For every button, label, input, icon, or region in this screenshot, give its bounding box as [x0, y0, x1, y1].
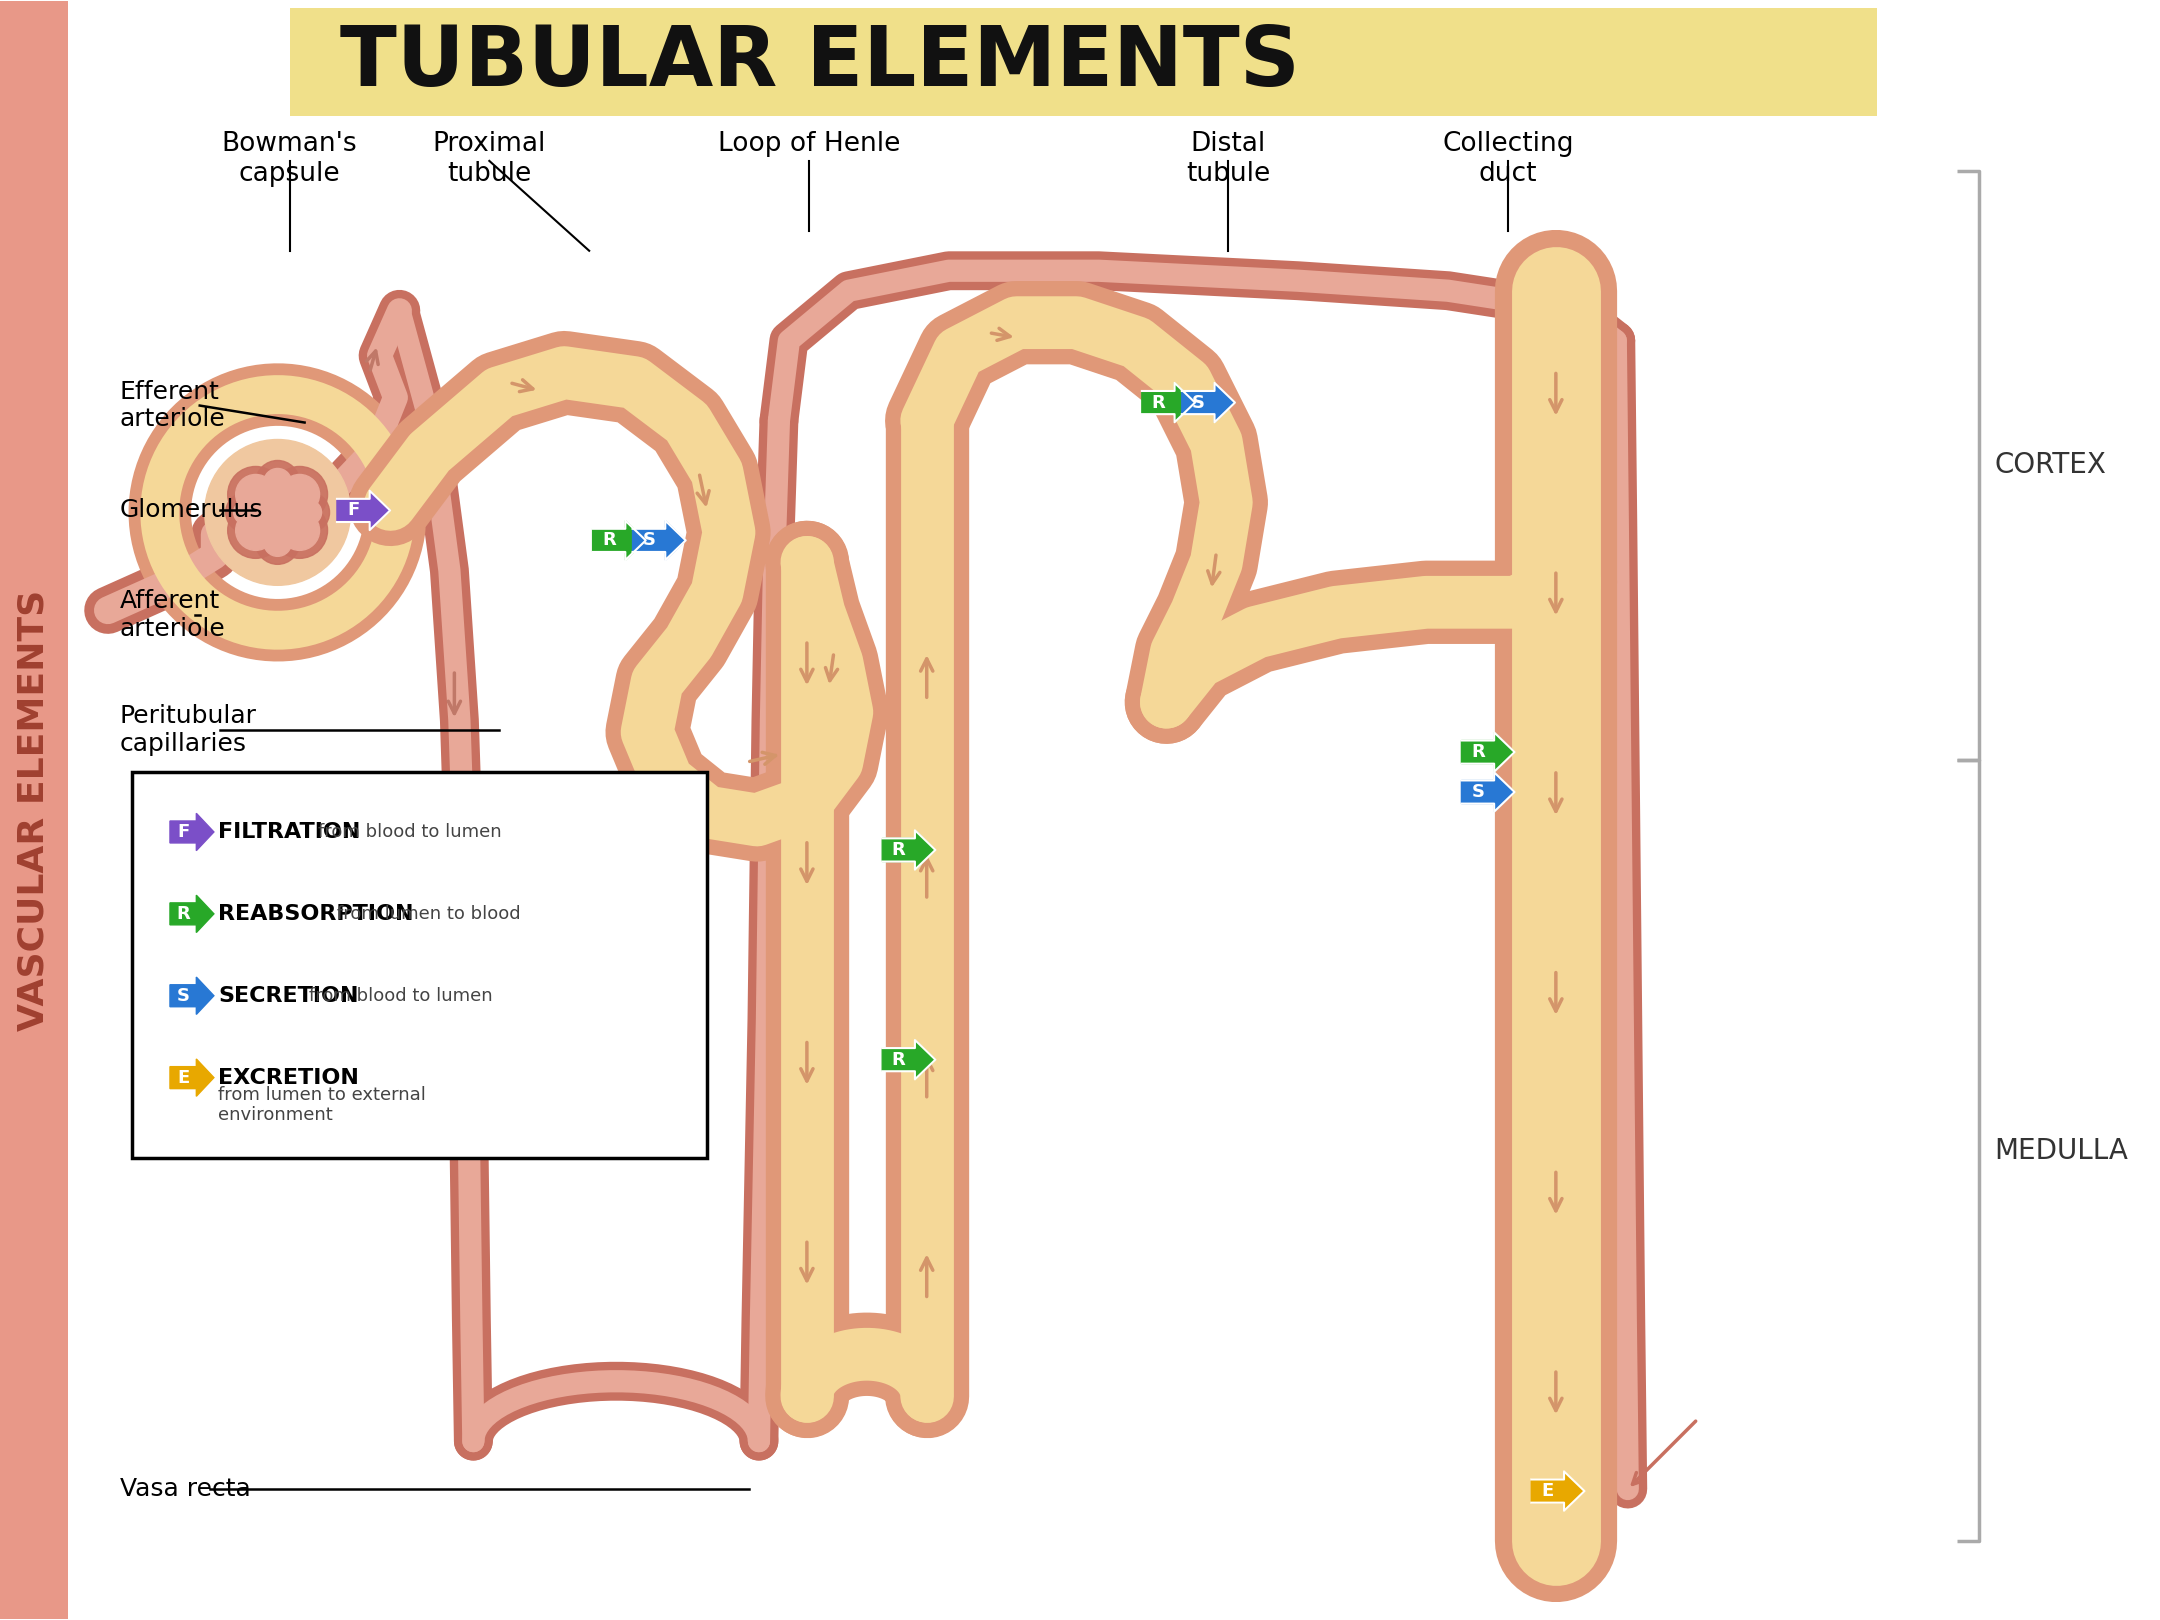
- Text: from blood to lumen: from blood to lumen: [318, 823, 501, 841]
- Ellipse shape: [1525, 1524, 1588, 1558]
- Text: from lumen to blood: from lumen to blood: [337, 906, 521, 923]
- Circle shape: [227, 502, 283, 559]
- Ellipse shape: [99, 599, 117, 620]
- Text: R: R: [177, 906, 190, 923]
- Text: TUBULAR ELEMENTS: TUBULAR ELEMENTS: [339, 21, 1300, 102]
- Text: Glomerulus: Glomerulus: [119, 499, 264, 522]
- Text: Bowman's
capsule: Bowman's capsule: [222, 131, 356, 186]
- Text: E: E: [1542, 1482, 1553, 1500]
- Text: EXCRETION: EXCRETION: [218, 1068, 359, 1087]
- FancyBboxPatch shape: [132, 773, 706, 1158]
- FancyBboxPatch shape: [0, 2, 67, 1618]
- Ellipse shape: [1525, 274, 1588, 308]
- Polygon shape: [1182, 382, 1236, 423]
- Ellipse shape: [1512, 1516, 1601, 1567]
- Circle shape: [272, 467, 328, 522]
- Circle shape: [233, 501, 257, 525]
- Text: S: S: [642, 531, 654, 549]
- Circle shape: [279, 510, 320, 551]
- Circle shape: [235, 475, 276, 515]
- Text: FILTRATION: FILTRATION: [218, 821, 361, 842]
- Text: S: S: [177, 987, 190, 1004]
- Text: R: R: [603, 531, 616, 549]
- FancyBboxPatch shape: [289, 8, 1877, 117]
- Text: S: S: [1471, 782, 1484, 800]
- Text: MEDULLA: MEDULLA: [1994, 1137, 2128, 1165]
- Text: S: S: [1192, 394, 1205, 411]
- Polygon shape: [592, 520, 646, 561]
- Polygon shape: [881, 1040, 935, 1079]
- Circle shape: [279, 475, 320, 515]
- Text: Proximal
tubule: Proximal tubule: [432, 131, 546, 186]
- Circle shape: [255, 520, 300, 564]
- Circle shape: [227, 467, 283, 522]
- Text: from blood to lumen: from blood to lumen: [309, 987, 492, 1004]
- Polygon shape: [337, 491, 391, 530]
- Polygon shape: [171, 896, 214, 933]
- Circle shape: [298, 501, 322, 525]
- Text: SECRETION: SECRETION: [218, 985, 359, 1006]
- Circle shape: [225, 492, 266, 533]
- Polygon shape: [1462, 732, 1514, 771]
- Text: REABSORPTION: REABSORPTION: [218, 904, 415, 923]
- Text: Loop of Henle: Loop of Henle: [717, 131, 901, 157]
- Text: F: F: [348, 502, 359, 520]
- Text: R: R: [892, 1051, 905, 1069]
- Circle shape: [205, 439, 350, 585]
- Circle shape: [238, 473, 318, 552]
- Circle shape: [255, 460, 300, 504]
- Polygon shape: [171, 977, 214, 1014]
- Circle shape: [235, 510, 276, 551]
- Text: CORTEX: CORTEX: [1994, 452, 2106, 480]
- Text: Collecting
duct: Collecting duct: [1443, 131, 1575, 186]
- Circle shape: [246, 481, 309, 544]
- Text: R: R: [1151, 394, 1164, 411]
- Circle shape: [264, 528, 292, 556]
- Circle shape: [272, 502, 328, 559]
- Text: F: F: [177, 823, 190, 841]
- Ellipse shape: [1512, 266, 1601, 316]
- Circle shape: [289, 492, 330, 533]
- Text: R: R: [1471, 744, 1484, 761]
- Text: VASCULAR ELEMENTS: VASCULAR ELEMENTS: [17, 590, 52, 1030]
- Polygon shape: [1143, 382, 1194, 423]
- Circle shape: [264, 468, 292, 496]
- Polygon shape: [881, 829, 935, 870]
- Text: Vasa recta: Vasa recta: [119, 1477, 251, 1502]
- Polygon shape: [1462, 773, 1514, 812]
- Text: Afferent
arteriole: Afferent arteriole: [119, 590, 225, 642]
- Text: Efferent
arteriole: Efferent arteriole: [119, 379, 225, 431]
- Text: Peritubular
capillaries: Peritubular capillaries: [119, 705, 257, 757]
- Polygon shape: [633, 520, 685, 561]
- Text: from lumen to external
environment: from lumen to external environment: [218, 1085, 426, 1124]
- Polygon shape: [171, 813, 214, 850]
- Text: Distal
tubule: Distal tubule: [1186, 131, 1270, 186]
- Text: E: E: [177, 1069, 190, 1087]
- Polygon shape: [171, 1059, 214, 1097]
- Polygon shape: [1531, 1471, 1585, 1511]
- Text: R: R: [892, 841, 905, 859]
- Ellipse shape: [93, 593, 121, 627]
